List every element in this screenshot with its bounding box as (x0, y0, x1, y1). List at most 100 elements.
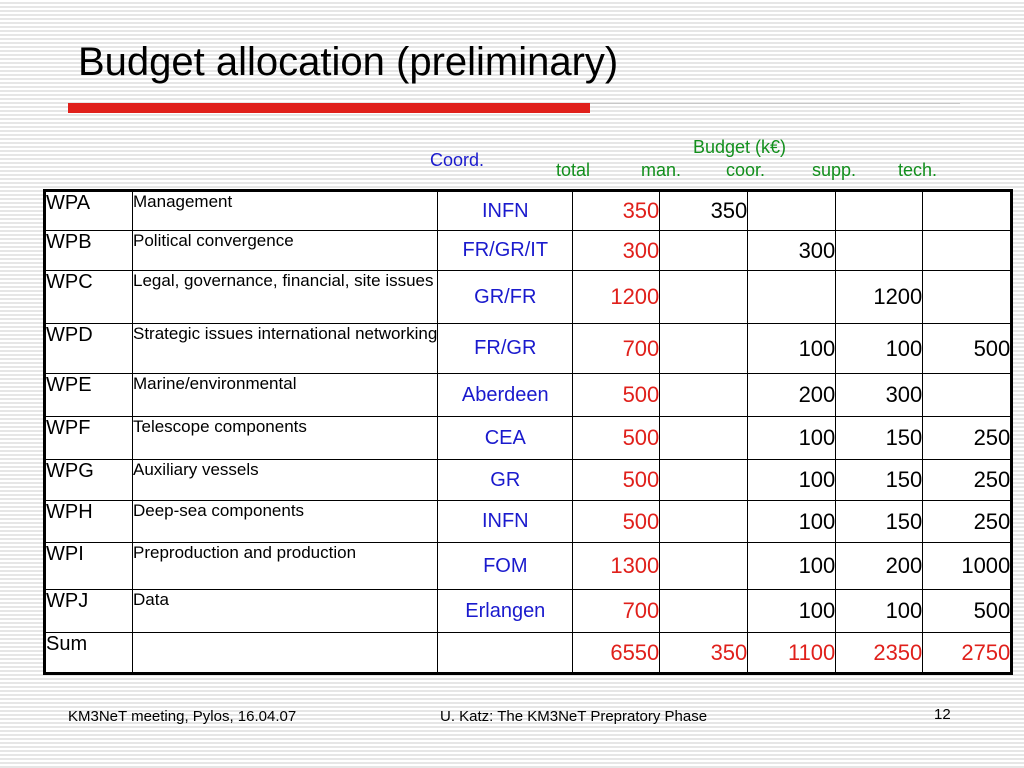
cell-desc: Preproduction and production (131, 542, 439, 590)
cell-man (659, 416, 749, 460)
cell-total: 300 (572, 230, 661, 271)
cell-supp: 150 (835, 500, 924, 543)
cell-tech (922, 373, 1013, 417)
cell-coor (747, 190, 837, 231)
cell-tech: 1000 (922, 542, 1013, 590)
header-total: total (556, 160, 591, 180)
cell-supp: 1200 (835, 270, 924, 324)
cell-coord: FR/GR/IT (437, 230, 574, 271)
cell-desc: Marine/environmental (131, 373, 439, 417)
cell-man: 350 (659, 190, 749, 231)
cell-supp: 100 (835, 323, 924, 374)
cell-wp: WPB (44, 230, 133, 271)
slide-title: Budget allocation (preliminary) (78, 40, 619, 84)
cell-man (659, 589, 749, 633)
cell-total: 350 (572, 190, 661, 231)
cell-desc: Legal, governance, financial, site issue… (131, 270, 439, 324)
cell-desc (131, 632, 439, 674)
cell-total: 1200 (572, 270, 661, 324)
cell-man (659, 270, 749, 324)
header-man: man. (641, 160, 682, 180)
cell-coor: 200 (747, 373, 837, 417)
cell-coor: 100 (747, 323, 837, 374)
cell-man (659, 500, 749, 543)
header-supp: supp. (812, 160, 857, 180)
table-row: WPE Marine/environmental Aberdeen 500 200 300 (44, 373, 1013, 417)
cell-supp: 150 (835, 459, 924, 501)
cell-wp: WPF (44, 416, 133, 460)
cell-wp: WPH (44, 500, 133, 543)
cell-tech (922, 270, 1013, 324)
cell-desc: Deep-sea components (131, 500, 439, 543)
cell-supp: 100 (835, 589, 924, 633)
cell-coor: 1100 (747, 632, 837, 674)
cell-tech: 250 (922, 459, 1013, 501)
cell-total: 500 (572, 373, 661, 417)
cell-supp: 2350 (835, 632, 924, 674)
table-row: WPG Auxiliary vessels GR 500 100 150 250 (44, 459, 1013, 501)
cell-total: 1300 (572, 542, 661, 590)
cell-coor (747, 270, 837, 324)
cell-desc: Political convergence (131, 230, 439, 271)
table-row: WPA Management INFN 350 350 (44, 190, 1013, 231)
cell-wp: WPC (44, 270, 133, 324)
cell-desc: Auxiliary vessels (131, 459, 439, 501)
cell-total: 700 (572, 323, 661, 374)
sum-row: Sum 6550 350 1100 2350 2750 (44, 632, 1013, 674)
cell-tech: 500 (922, 589, 1013, 633)
page-number: 12 (934, 706, 951, 723)
header-budget: Budget (k€) (693, 137, 787, 157)
cell-total: 500 (572, 500, 661, 543)
cell-desc: Telescope components (131, 416, 439, 460)
cell-desc: Strategic issues international networkin… (131, 323, 439, 374)
cell-total: 500 (572, 459, 661, 501)
cell-desc: Data (131, 589, 439, 633)
cell-wp: WPD (44, 323, 133, 374)
table-row: WPD Strategic issues international networ… (44, 323, 1013, 374)
cell-total: 500 (572, 416, 661, 460)
cell-coor: 100 (747, 500, 837, 543)
table-row: WPC Legal, governance, financial, site is… (44, 270, 1013, 324)
cell-coord (437, 632, 574, 674)
cell-tech: 2750 (922, 632, 1013, 674)
cell-tech: 250 (922, 500, 1013, 543)
cell-coord: GR (437, 459, 574, 501)
cell-coor: 100 (747, 589, 837, 633)
cell-coor: 100 (747, 459, 837, 501)
cell-total: 700 (572, 589, 661, 633)
title-underline-red (68, 103, 590, 113)
cell-man (659, 542, 749, 590)
cell-tech (922, 230, 1013, 271)
title-underline-grey (590, 103, 960, 104)
cell-coord: INFN (437, 500, 574, 543)
cell-tech: 250 (922, 416, 1013, 460)
table-row: WPB Political convergence FR/GR/IT 300 300 (44, 230, 1013, 271)
cell-wp: WPG (44, 459, 133, 501)
cell-coord: CEA (437, 416, 574, 460)
cell-supp: 200 (835, 542, 924, 590)
cell-supp (835, 230, 924, 271)
table-row: WPH Deep-sea components INFN 500 100 150 250 (44, 500, 1013, 543)
cell-tech (922, 190, 1013, 231)
cell-coord: Aberdeen (437, 373, 574, 417)
header-coord: Coord. (430, 150, 485, 170)
cell-coord: FOM (437, 542, 574, 590)
table-row: WPI Preproduction and production FOM 1300 10… (44, 542, 1013, 590)
cell-man (659, 323, 749, 374)
cell-wp: Sum (44, 632, 133, 674)
cell-wp: WPJ (44, 589, 133, 633)
table-row: WPF Telescope components CEA 500 100 150 250 (44, 416, 1013, 460)
cell-total: 6550 (572, 632, 661, 674)
cell-coor: 100 (747, 416, 837, 460)
header-tech: tech. (898, 160, 938, 180)
cell-man: 350 (659, 632, 749, 674)
cell-man (659, 230, 749, 271)
cell-supp: 150 (835, 416, 924, 460)
budget-table: WPA Management INFN 350 350 WPB Political conv… (43, 189, 1014, 675)
cell-tech: 500 (922, 323, 1013, 374)
cell-wp: WPI (44, 542, 133, 590)
cell-man (659, 373, 749, 417)
cell-coord: GR/FR (437, 270, 574, 324)
table-row: WPJ Data Erlangen 700 100 100 500 (44, 589, 1013, 633)
cell-coord: INFN (437, 190, 574, 231)
